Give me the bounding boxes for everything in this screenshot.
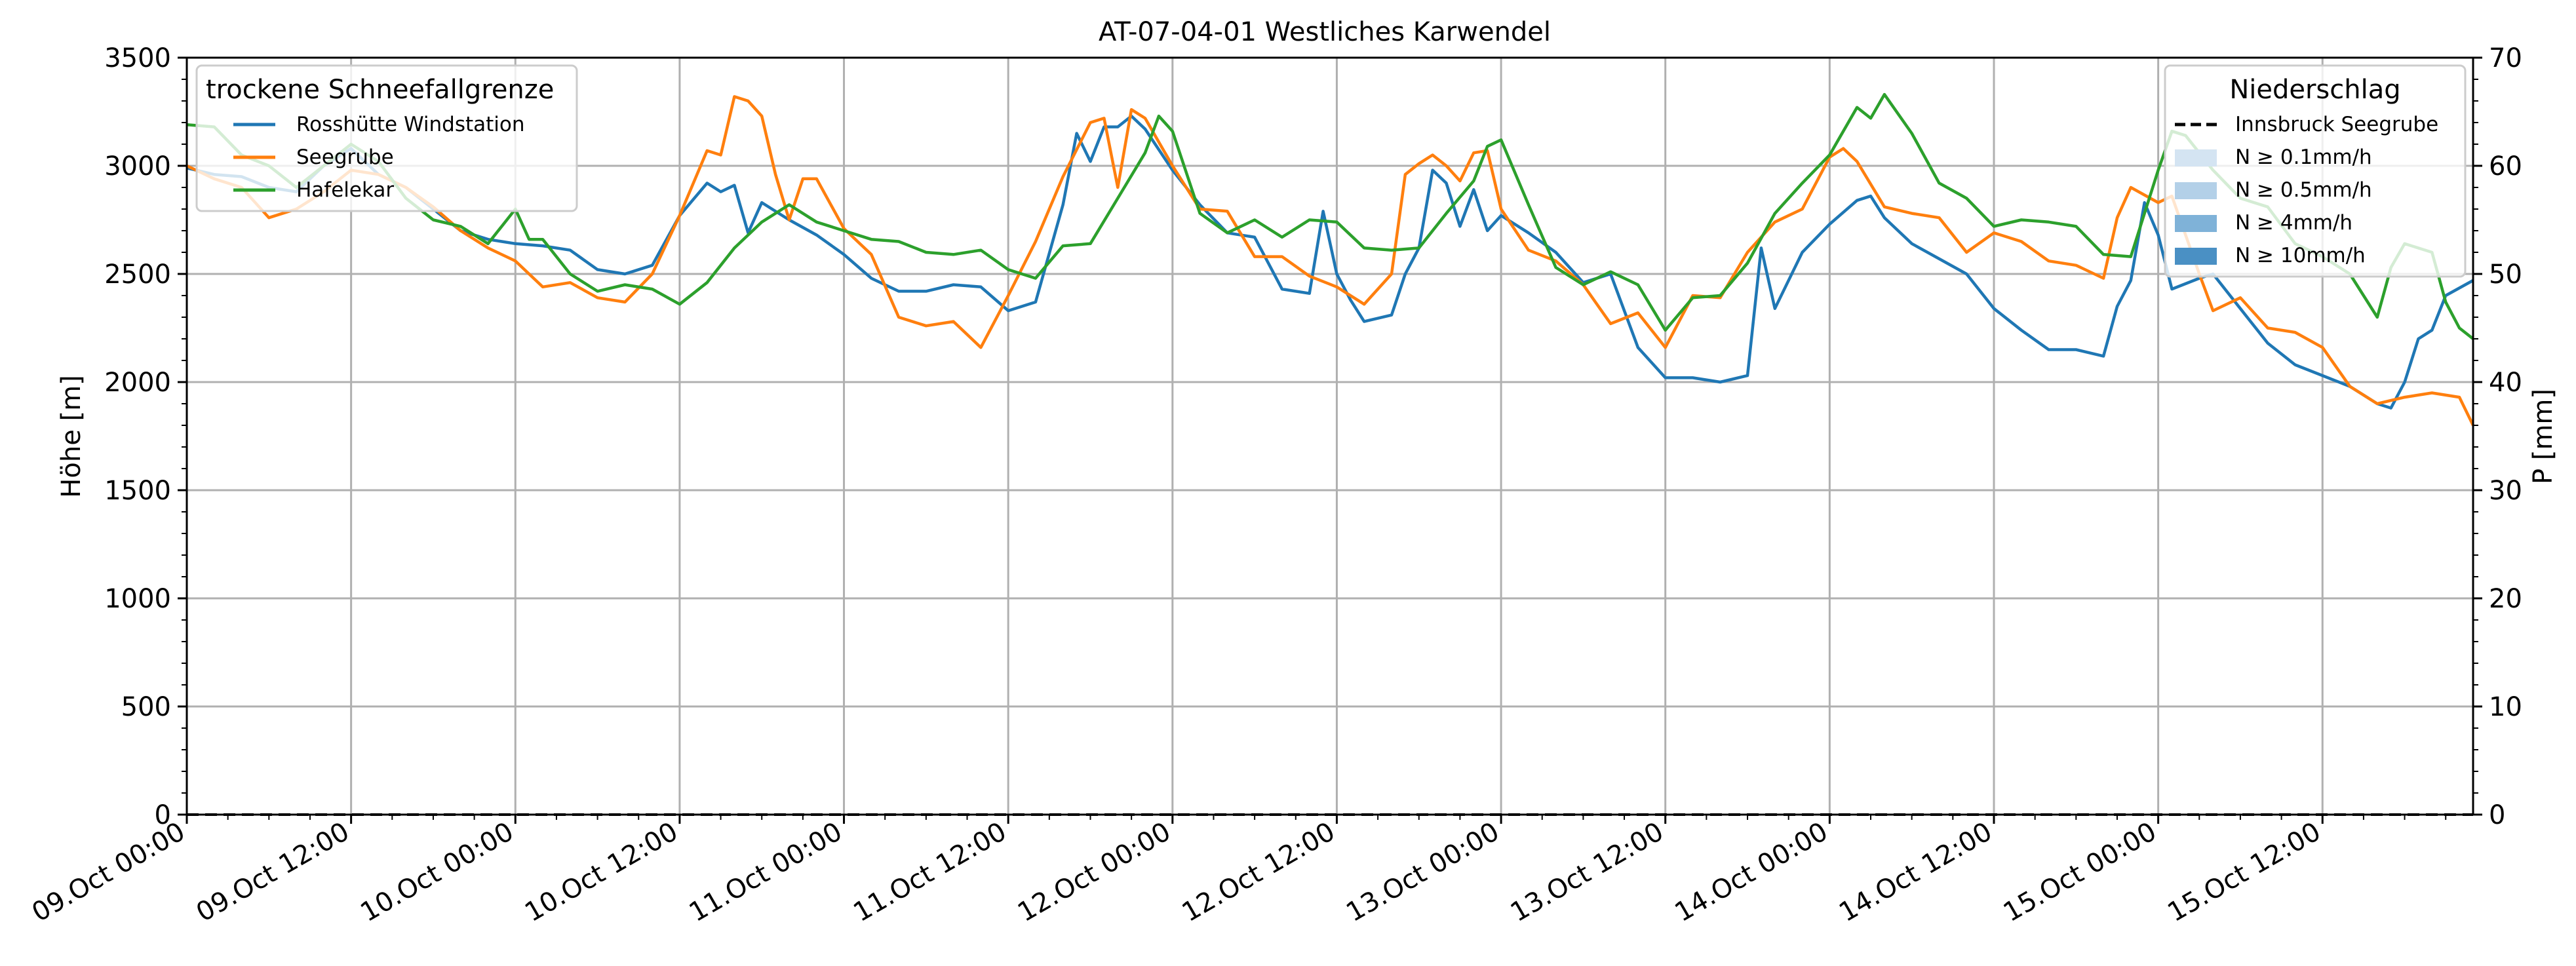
legend-right: Niederschlag Innsbruck Seegrube N ≥ 0.1m… — [2164, 64, 2467, 278]
grid-lines — [187, 58, 2473, 815]
y2-tick-label: 20 — [2489, 584, 2522, 614]
y-tick-label: 2500 — [104, 260, 171, 290]
chart-title: AT-07-04-01 Westliches Karwendel — [1099, 17, 1551, 47]
y-tick-label: 0 — [155, 800, 171, 830]
y2-tick-label: 70 — [2489, 43, 2522, 73]
series-line-hafelekar — [186, 92, 2474, 340]
y2-tick-label: 10 — [2489, 692, 2522, 722]
y-axis-left: 0 500 1000 1500 2000 2500 3000 3500 — [104, 43, 187, 830]
y-tick-label: 500 — [121, 692, 171, 722]
y-tick-label: 1500 — [104, 476, 171, 506]
y-tick-label: 3000 — [104, 151, 171, 182]
legend-label-rosshuette: Rosshütte Windstation — [296, 113, 525, 136]
series-line-seegrube — [186, 95, 2475, 426]
legend-label-n10: N ≥ 10mm/h — [2235, 244, 2366, 267]
y-tick-label: 3500 — [104, 43, 171, 73]
legend-swatch-n01 — [2175, 149, 2217, 166]
y2-tick-label: 60 — [2489, 151, 2522, 182]
legend-right-box — [2164, 64, 2467, 278]
y-tick-label: 2000 — [104, 368, 171, 398]
legend-label-hafelekar: Hafelekar — [296, 178, 394, 202]
legend-right-title: Niederschlag — [2229, 75, 2400, 105]
legend-swatch-n05 — [2175, 182, 2217, 199]
y2-axis-label: P [mm] — [2528, 389, 2558, 484]
y2-tick-label: 0 — [2489, 800, 2505, 830]
legend-left-title: trockene Schneefallgrenze — [206, 75, 554, 105]
y-tick-label: 1000 — [104, 584, 171, 614]
legend-label-seegrube: Seegrube — [296, 145, 394, 169]
y2-tick-label: 40 — [2489, 368, 2522, 398]
legend-swatch-n4 — [2175, 215, 2217, 232]
y-axis-label: Höhe [m] — [56, 375, 87, 497]
series-lines — [186, 92, 2475, 426]
legend-label-innsbruck-seegrube: Innsbruck Seegrube — [2235, 113, 2438, 136]
legend-label-n4: N ≥ 4mm/h — [2235, 211, 2352, 235]
legend-swatch-n10 — [2175, 248, 2217, 265]
legend-label-n05: N ≥ 0.5mm/h — [2235, 178, 2372, 202]
legend-left-box — [195, 64, 578, 212]
y2-tick-label: 30 — [2489, 476, 2522, 506]
y2-tick-label: 50 — [2489, 260, 2522, 290]
plot-frame — [185, 56, 2474, 816]
legend-label-n01: N ≥ 0.1mm/h — [2235, 145, 2372, 169]
y-axis-right: 0 10 20 30 40 50 60 70 — [2473, 43, 2522, 830]
legend-left: trockene Schneefallgrenze Rosshütte Wind… — [195, 64, 578, 212]
series-line-rossh-tte-windstation — [186, 114, 2474, 410]
